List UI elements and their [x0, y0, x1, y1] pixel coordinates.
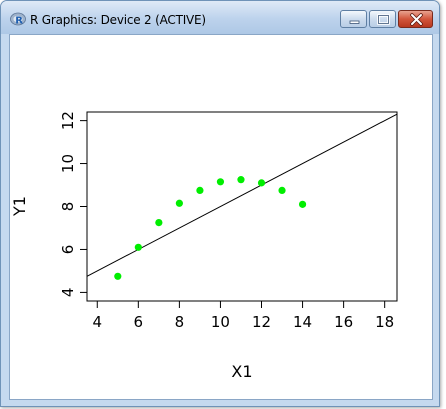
- x-tick-label: 8: [175, 313, 185, 331]
- data-point: [257, 179, 266, 187]
- data-point: [196, 186, 204, 194]
- x-tick-label: 14: [293, 313, 312, 331]
- x-axis-label: X1: [231, 362, 252, 381]
- window-title: R Graphics: Device 2 (ACTIVE): [30, 13, 206, 27]
- r-logo-icon: R: [10, 12, 26, 26]
- x-tick-label: 16: [334, 313, 353, 331]
- data-point: [134, 243, 142, 251]
- data-point: [298, 200, 307, 208]
- y-tick-label: 12: [59, 111, 77, 130]
- y-tick-label: 4: [59, 288, 77, 298]
- maximize-button[interactable]: [369, 10, 396, 28]
- title-bar[interactable]: R R Graphics: Device 2 (ACTIVE): [1, 1, 439, 34]
- x-tick-label: 18: [375, 313, 394, 331]
- data-point: [175, 199, 183, 207]
- x-tick-label: 10: [211, 313, 230, 331]
- plot-frame: [86, 111, 398, 302]
- data-point: [155, 219, 163, 227]
- regression-line: [87, 113, 397, 277]
- data-point: [114, 272, 122, 280]
- data-point: [216, 178, 225, 186]
- scatter-plot: 4 6 8 10 12 14 16 18 4 6 8 10 12 X1 Y1: [10, 111, 398, 381]
- svg-text:R: R: [15, 16, 23, 27]
- y-tick-label: 6: [59, 245, 77, 255]
- close-button[interactable]: [398, 10, 433, 28]
- y-axis-label: Y1: [10, 196, 29, 217]
- x-tick-label: 4: [92, 313, 102, 331]
- y-tick-label: 10: [59, 154, 77, 173]
- y-tick-label: 8: [59, 202, 77, 212]
- data-point: [278, 186, 286, 194]
- minimize-button[interactable]: [340, 10, 367, 28]
- maximize-icon: [377, 14, 390, 25]
- minimize-icon: [349, 20, 360, 24]
- data-point: [237, 176, 245, 184]
- x-tick-label: 12: [252, 313, 271, 331]
- graphics-device-area: 4 6 8 10 12 14 16 18 4 6 8 10 12 X1 Y1: [9, 34, 433, 400]
- close-icon: [410, 13, 423, 26]
- x-tick-label: 6: [134, 313, 144, 331]
